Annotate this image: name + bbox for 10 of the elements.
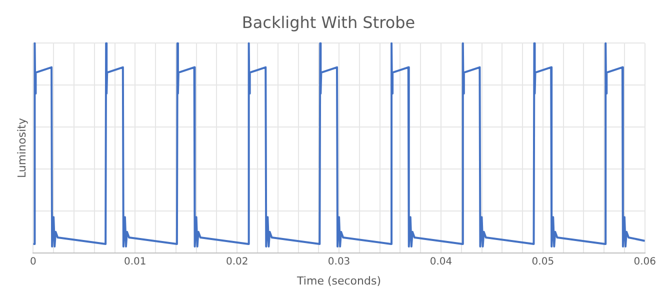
x-tick-label: 0.05 (532, 256, 554, 268)
chart-title: Backlight With Strobe (242, 12, 416, 32)
x-tick-label: 0.02 (226, 256, 248, 268)
x-tick-label: 0.03 (328, 256, 350, 268)
x-tick-label: 0.06 (634, 256, 656, 268)
x-axis-title: Time (seconds) (296, 274, 382, 288)
x-tick-label: 0.01 (124, 256, 146, 268)
x-tick-label: 0 (30, 256, 36, 268)
y-axis-title: Luminosity (15, 118, 28, 178)
x-tick-label: 0.04 (430, 256, 452, 268)
